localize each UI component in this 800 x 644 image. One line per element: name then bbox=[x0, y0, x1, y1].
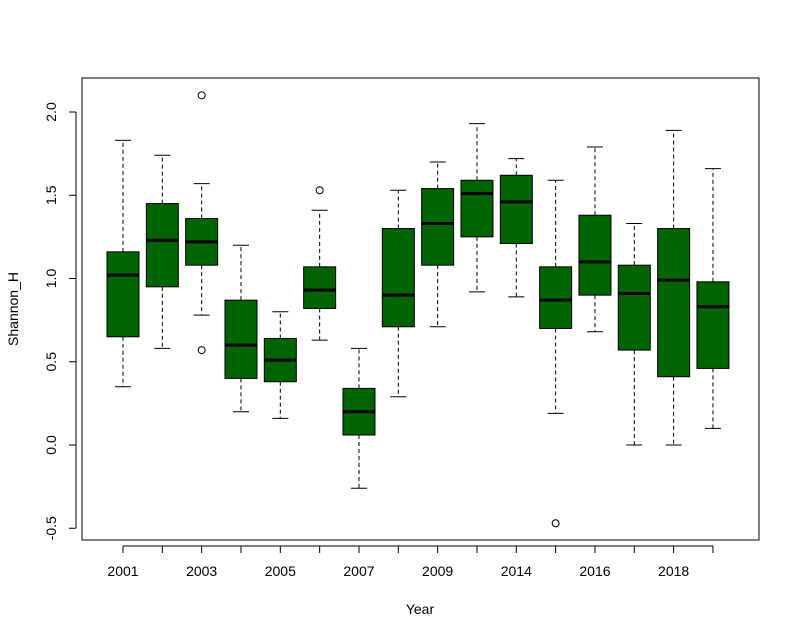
y-tick-label: 2.0 bbox=[43, 102, 59, 122]
outlier-point bbox=[197, 91, 206, 100]
box-iqr bbox=[578, 214, 612, 296]
box-2007 bbox=[342, 347, 376, 489]
box-2003 bbox=[185, 91, 219, 355]
box-2014 bbox=[499, 158, 533, 298]
box-iqr bbox=[696, 281, 730, 369]
x-tick-label: 2001 bbox=[107, 563, 138, 579]
x-tick-label: 2016 bbox=[579, 563, 610, 579]
x-axis-label: Year bbox=[406, 601, 435, 617]
box-iqr bbox=[539, 266, 573, 329]
y-tick-label: 1.0 bbox=[43, 269, 59, 289]
y-tick-label: 0.5 bbox=[43, 352, 59, 372]
outlier-point bbox=[551, 519, 560, 528]
y-axis-label: Shannon_H bbox=[5, 272, 21, 346]
box-iqr bbox=[617, 264, 651, 351]
box-2013 bbox=[460, 123, 494, 293]
y-tick-label: 1.5 bbox=[43, 185, 59, 205]
box-iqr bbox=[421, 188, 455, 266]
y-tick-label: -0.5 bbox=[43, 516, 59, 540]
box-2015 bbox=[539, 179, 573, 528]
box-iqr bbox=[224, 299, 258, 379]
box-2017 bbox=[617, 223, 651, 446]
box-2006 bbox=[303, 186, 337, 341]
box-2019 bbox=[696, 168, 730, 429]
box-2016 bbox=[578, 146, 612, 333]
x-tick-label: 2018 bbox=[658, 563, 689, 579]
y-tick-label: 0.0 bbox=[43, 435, 59, 455]
box-iqr bbox=[381, 228, 415, 328]
box-iqr bbox=[657, 228, 691, 378]
box-2002 bbox=[145, 154, 179, 349]
box-2005 bbox=[263, 311, 297, 419]
box-2004 bbox=[224, 244, 258, 413]
box-iqr bbox=[460, 179, 494, 238]
box-iqr bbox=[499, 174, 533, 245]
outlier-point bbox=[197, 346, 206, 355]
y-axis: -0.5 0.0 0.5 1.0 1.5 2.0 bbox=[43, 102, 77, 540]
box-iqr bbox=[145, 203, 179, 288]
box-iqr bbox=[106, 251, 140, 338]
box-2008 bbox=[381, 189, 415, 398]
boxes-group bbox=[106, 91, 730, 528]
box-iqr bbox=[303, 266, 337, 309]
box-2018 bbox=[657, 129, 691, 446]
outlier-point bbox=[315, 186, 324, 195]
x-tick-label: 2007 bbox=[343, 563, 374, 579]
x-tick-label: 2014 bbox=[501, 563, 532, 579]
box-2009 bbox=[421, 161, 455, 328]
x-tick-label: 2005 bbox=[265, 563, 296, 579]
box-2001 bbox=[106, 139, 140, 388]
x-axis: 2001 2003 2005 2007 2009 2014 2016 2018 bbox=[107, 545, 714, 579]
x-tick-label: 2003 bbox=[186, 563, 217, 579]
plot-frame bbox=[81, 77, 760, 541]
x-tick-label: 2009 bbox=[422, 563, 453, 579]
